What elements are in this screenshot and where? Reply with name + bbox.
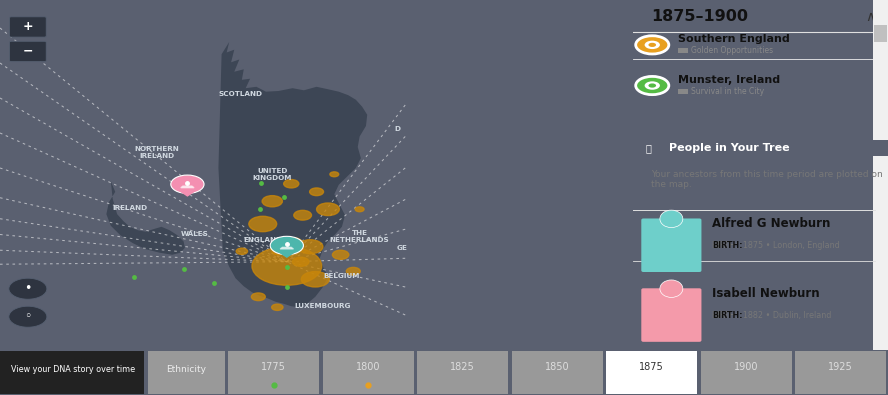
FancyBboxPatch shape [641, 218, 702, 272]
Text: 1875–1900: 1875–1900 [651, 9, 748, 24]
FancyBboxPatch shape [10, 17, 46, 37]
Circle shape [660, 280, 683, 297]
Polygon shape [181, 186, 194, 188]
Circle shape [9, 278, 47, 299]
Bar [607, 351, 697, 394]
Circle shape [662, 211, 681, 225]
FancyBboxPatch shape [641, 288, 702, 342]
Circle shape [252, 247, 321, 285]
Text: Alfred G Newburn: Alfred G Newburn [712, 217, 830, 230]
Circle shape [310, 188, 323, 196]
Bar [322, 351, 414, 394]
Circle shape [297, 240, 323, 254]
Bar [874, 25, 887, 42]
Bar [148, 351, 225, 394]
Circle shape [648, 83, 656, 88]
Circle shape [273, 248, 285, 255]
Circle shape [346, 267, 361, 275]
Text: View your DNA story over time: View your DNA story over time [12, 365, 135, 374]
Text: −: − [22, 45, 33, 58]
Polygon shape [107, 181, 185, 255]
Text: BELGIUM: BELGIUM [324, 273, 361, 280]
Text: 1800: 1800 [356, 362, 380, 372]
Circle shape [662, 280, 681, 295]
Circle shape [645, 41, 660, 49]
Text: Munster, Ireland: Munster, Ireland [678, 75, 780, 85]
Text: ENGLAND: ENGLAND [243, 237, 282, 243]
Circle shape [9, 306, 47, 327]
Bar [678, 88, 688, 94]
Text: ◦: ◦ [24, 310, 32, 323]
Text: WALES: WALES [181, 231, 209, 237]
Circle shape [355, 207, 364, 212]
Bar [228, 351, 319, 394]
Circle shape [283, 180, 299, 188]
Circle shape [251, 293, 266, 301]
Text: Southern England: Southern England [678, 34, 789, 44]
Text: SCOTLAND: SCOTLAND [218, 92, 263, 98]
Text: Your ancestors from this time period are plotted on
the map.: Your ancestors from this time period are… [651, 169, 883, 189]
Text: •: • [24, 282, 32, 295]
Text: BIRTH:: BIRTH: [712, 241, 742, 250]
Text: Isabell Newburn: Isabell Newburn [712, 287, 820, 300]
Circle shape [329, 172, 338, 177]
Circle shape [170, 175, 204, 194]
Bar [511, 351, 603, 394]
Text: 1775: 1775 [261, 362, 286, 372]
Text: D: D [394, 126, 400, 132]
FancyBboxPatch shape [10, 41, 46, 62]
Text: BIRTH:: BIRTH: [712, 310, 742, 320]
Bar [873, 156, 888, 350]
Circle shape [660, 210, 683, 228]
Polygon shape [277, 250, 297, 257]
Text: BIRTH:  1882 • Dublin, Ireland: BIRTH: 1882 • Dublin, Ireland [712, 310, 831, 320]
Circle shape [648, 43, 656, 47]
Bar [417, 351, 508, 394]
Text: 1825: 1825 [450, 362, 475, 372]
Polygon shape [218, 42, 368, 307]
Circle shape [645, 81, 660, 90]
Polygon shape [652, 255, 691, 265]
Text: ∧: ∧ [865, 10, 876, 24]
Circle shape [332, 250, 349, 260]
Text: UNITED
KINGDOM: UNITED KINGDOM [252, 169, 292, 181]
Text: IRELAND: IRELAND [112, 205, 147, 211]
Bar [701, 351, 792, 394]
Text: 1850: 1850 [545, 362, 569, 372]
Circle shape [636, 36, 669, 54]
Bar [0, 351, 144, 394]
Text: GE: GE [397, 245, 408, 252]
Text: ⌖: ⌖ [646, 143, 652, 153]
Bar [678, 48, 688, 53]
Text: 1925: 1925 [829, 362, 853, 372]
Text: Survival in the City: Survival in the City [691, 87, 765, 96]
Circle shape [292, 257, 309, 266]
Circle shape [236, 248, 248, 254]
Circle shape [272, 304, 283, 310]
Text: People in Your Tree: People in Your Tree [669, 143, 789, 153]
Polygon shape [652, 325, 691, 335]
Text: NORTHERN
IRELAND: NORTHERN IRELAND [135, 146, 179, 159]
Text: THE
NETHERLANDS: THE NETHERLANDS [329, 230, 390, 243]
Circle shape [294, 210, 312, 220]
Circle shape [636, 76, 669, 95]
Circle shape [282, 238, 303, 249]
Polygon shape [281, 247, 293, 249]
Text: 1875: 1875 [639, 362, 664, 372]
Circle shape [301, 272, 329, 287]
Text: 1900: 1900 [734, 362, 758, 372]
Polygon shape [178, 189, 197, 196]
Bar [796, 351, 886, 394]
Circle shape [262, 196, 282, 207]
Circle shape [249, 216, 277, 232]
Circle shape [270, 236, 304, 255]
Circle shape [316, 203, 339, 216]
Text: BIRTH:  1875 • London, England: BIRTH: 1875 • London, England [712, 241, 840, 250]
Text: Golden Opportunities: Golden Opportunities [691, 46, 773, 55]
Text: LUXEMBOURG: LUXEMBOURG [295, 303, 351, 309]
Bar [873, 0, 888, 140]
Text: Ethnicity: Ethnicity [166, 365, 207, 374]
Text: +: + [22, 21, 33, 34]
